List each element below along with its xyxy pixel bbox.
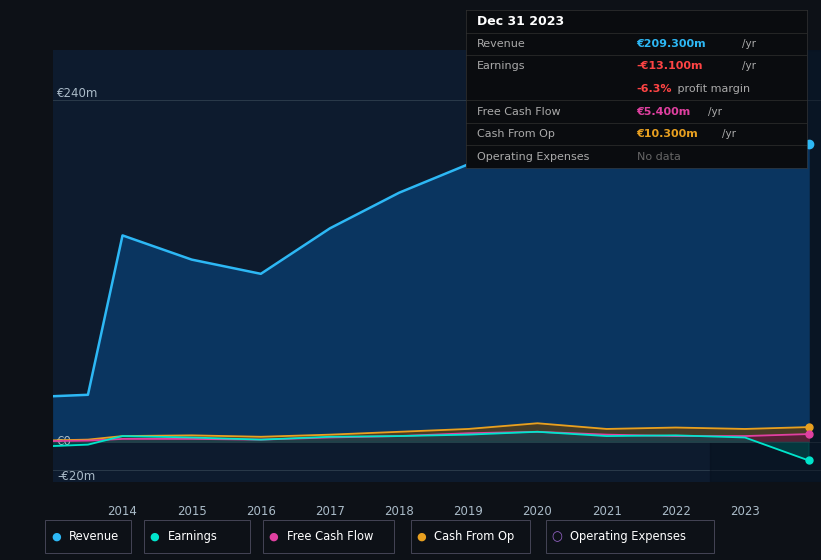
Text: Free Cash Flow: Free Cash Flow [476,106,560,116]
Text: ○: ○ [551,530,562,543]
Text: 2023: 2023 [730,505,759,519]
Text: Operating Expenses: Operating Expenses [570,530,686,543]
Text: €10.300m: €10.300m [637,129,699,139]
Text: Cash From Op: Cash From Op [476,129,554,139]
Text: Revenue: Revenue [476,39,525,49]
Text: ●: ● [268,531,278,542]
Text: /yr: /yr [742,39,756,49]
Text: ●: ● [149,531,159,542]
Bar [710,50,821,482]
Text: -€20m: -€20m [57,470,95,483]
Text: ●: ● [51,531,61,542]
Text: 2014: 2014 [108,505,137,519]
Text: No data: No data [637,152,681,162]
Text: €0: €0 [57,435,72,448]
Text: /yr: /yr [722,129,736,139]
Text: Dec 31 2023: Dec 31 2023 [476,15,564,28]
Text: profit margin: profit margin [674,84,750,94]
Text: ●: ● [416,531,426,542]
Text: 2022: 2022 [661,505,690,519]
Text: 2015: 2015 [177,505,207,519]
Text: 2017: 2017 [315,505,345,519]
Text: /yr: /yr [742,62,756,72]
Text: Revenue: Revenue [69,530,119,543]
Text: 2016: 2016 [246,505,276,519]
Text: Earnings: Earnings [167,530,218,543]
Text: Operating Expenses: Operating Expenses [476,152,589,162]
Text: €209.300m: €209.300m [637,39,706,49]
Text: 2019: 2019 [453,505,484,519]
Text: -6.3%: -6.3% [637,84,672,94]
Text: 2021: 2021 [592,505,621,519]
Text: Free Cash Flow: Free Cash Flow [287,530,373,543]
Text: Cash From Op: Cash From Op [434,530,515,543]
Text: €240m: €240m [57,87,99,100]
Text: /yr: /yr [709,106,722,116]
Text: 2020: 2020 [523,505,553,519]
Text: 2018: 2018 [384,505,414,519]
Text: Earnings: Earnings [476,62,525,72]
Text: -€13.100m: -€13.100m [637,62,703,72]
Text: €5.400m: €5.400m [637,106,691,116]
